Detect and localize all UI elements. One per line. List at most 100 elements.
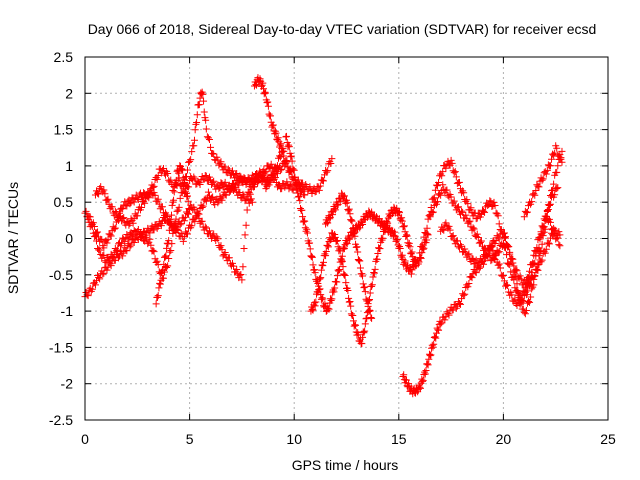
data-point	[531, 272, 539, 280]
data-point	[446, 226, 454, 234]
data-point	[350, 229, 358, 237]
data-point	[308, 189, 316, 197]
data-point	[517, 296, 525, 304]
data-point	[463, 196, 471, 204]
data-point	[340, 270, 348, 278]
data-point	[195, 101, 203, 109]
data-point	[327, 297, 335, 305]
data-point	[316, 275, 324, 283]
data-point	[390, 231, 398, 239]
data-point	[354, 248, 362, 256]
data-point	[277, 153, 285, 161]
data-point	[306, 245, 314, 253]
data-point	[425, 212, 433, 220]
data-point	[100, 186, 108, 194]
data-point	[530, 281, 538, 289]
data-point	[452, 173, 460, 181]
data-point	[546, 218, 554, 226]
data-point	[472, 269, 480, 277]
data-point	[276, 181, 284, 189]
data-point	[542, 245, 550, 253]
data-point	[236, 271, 244, 279]
data-point	[528, 285, 536, 293]
y-axis-label: SDTVAR / TECUs	[5, 182, 21, 294]
data-point	[408, 248, 416, 256]
data-point	[161, 253, 169, 261]
data-point	[334, 266, 342, 274]
data-point	[443, 186, 451, 194]
data-point	[296, 197, 304, 205]
data-point	[214, 199, 222, 207]
data-point	[419, 241, 427, 249]
data-point	[167, 246, 175, 254]
data-point	[120, 214, 128, 222]
data-point	[152, 300, 160, 308]
data-point	[418, 243, 426, 251]
data-point	[87, 221, 95, 229]
data-point	[548, 187, 556, 195]
data-point	[191, 217, 199, 225]
data-point	[345, 207, 353, 215]
data-point	[88, 285, 96, 293]
data-point	[513, 280, 521, 288]
data-point	[91, 281, 99, 289]
data-point	[509, 259, 517, 267]
data-point	[159, 266, 167, 274]
data-point	[451, 168, 459, 176]
data-point	[178, 189, 186, 197]
data-point	[101, 190, 109, 198]
data-point	[295, 192, 303, 200]
data-point	[366, 307, 374, 315]
data-point	[374, 249, 382, 257]
data-point	[176, 194, 184, 202]
data-point	[382, 223, 390, 231]
data-point	[434, 182, 442, 190]
data-point	[542, 170, 550, 178]
data-point	[190, 136, 198, 144]
data-point	[188, 148, 196, 156]
data-point	[236, 172, 244, 180]
data-point	[447, 193, 455, 201]
data-point	[455, 299, 463, 307]
data-point	[327, 160, 335, 168]
data-point	[294, 193, 302, 201]
data-point	[347, 302, 355, 310]
data-point	[352, 243, 360, 251]
data-point	[119, 205, 127, 213]
data-point	[150, 182, 158, 190]
data-point	[359, 280, 367, 288]
data-point	[207, 143, 215, 151]
data-point	[193, 119, 201, 127]
series-track-l	[437, 213, 564, 310]
data-point	[173, 207, 181, 215]
data-point	[462, 211, 470, 219]
data-point	[322, 247, 330, 255]
data-point	[356, 264, 364, 272]
data-point	[551, 230, 559, 238]
data-point	[335, 267, 343, 275]
data-point	[347, 310, 355, 318]
data-point	[523, 208, 531, 216]
data-point	[245, 199, 253, 207]
data-point	[493, 210, 501, 218]
data-point	[371, 265, 379, 273]
data-point	[512, 273, 520, 281]
data-point	[401, 228, 409, 236]
data-point	[91, 232, 99, 240]
data-point	[210, 150, 218, 158]
data-point	[333, 278, 341, 286]
data-point	[272, 129, 280, 137]
data-point	[550, 224, 558, 232]
data-point	[214, 156, 222, 164]
data-point	[429, 343, 437, 351]
data-point	[164, 240, 172, 248]
data-point	[186, 205, 194, 213]
data-point	[184, 192, 192, 200]
data-point	[324, 304, 332, 312]
data-point	[497, 225, 505, 233]
data-point	[402, 231, 410, 239]
data-point	[310, 299, 318, 307]
data-point	[453, 237, 461, 245]
data-point	[325, 212, 333, 220]
y-tick-label: -0.5	[49, 267, 73, 283]
